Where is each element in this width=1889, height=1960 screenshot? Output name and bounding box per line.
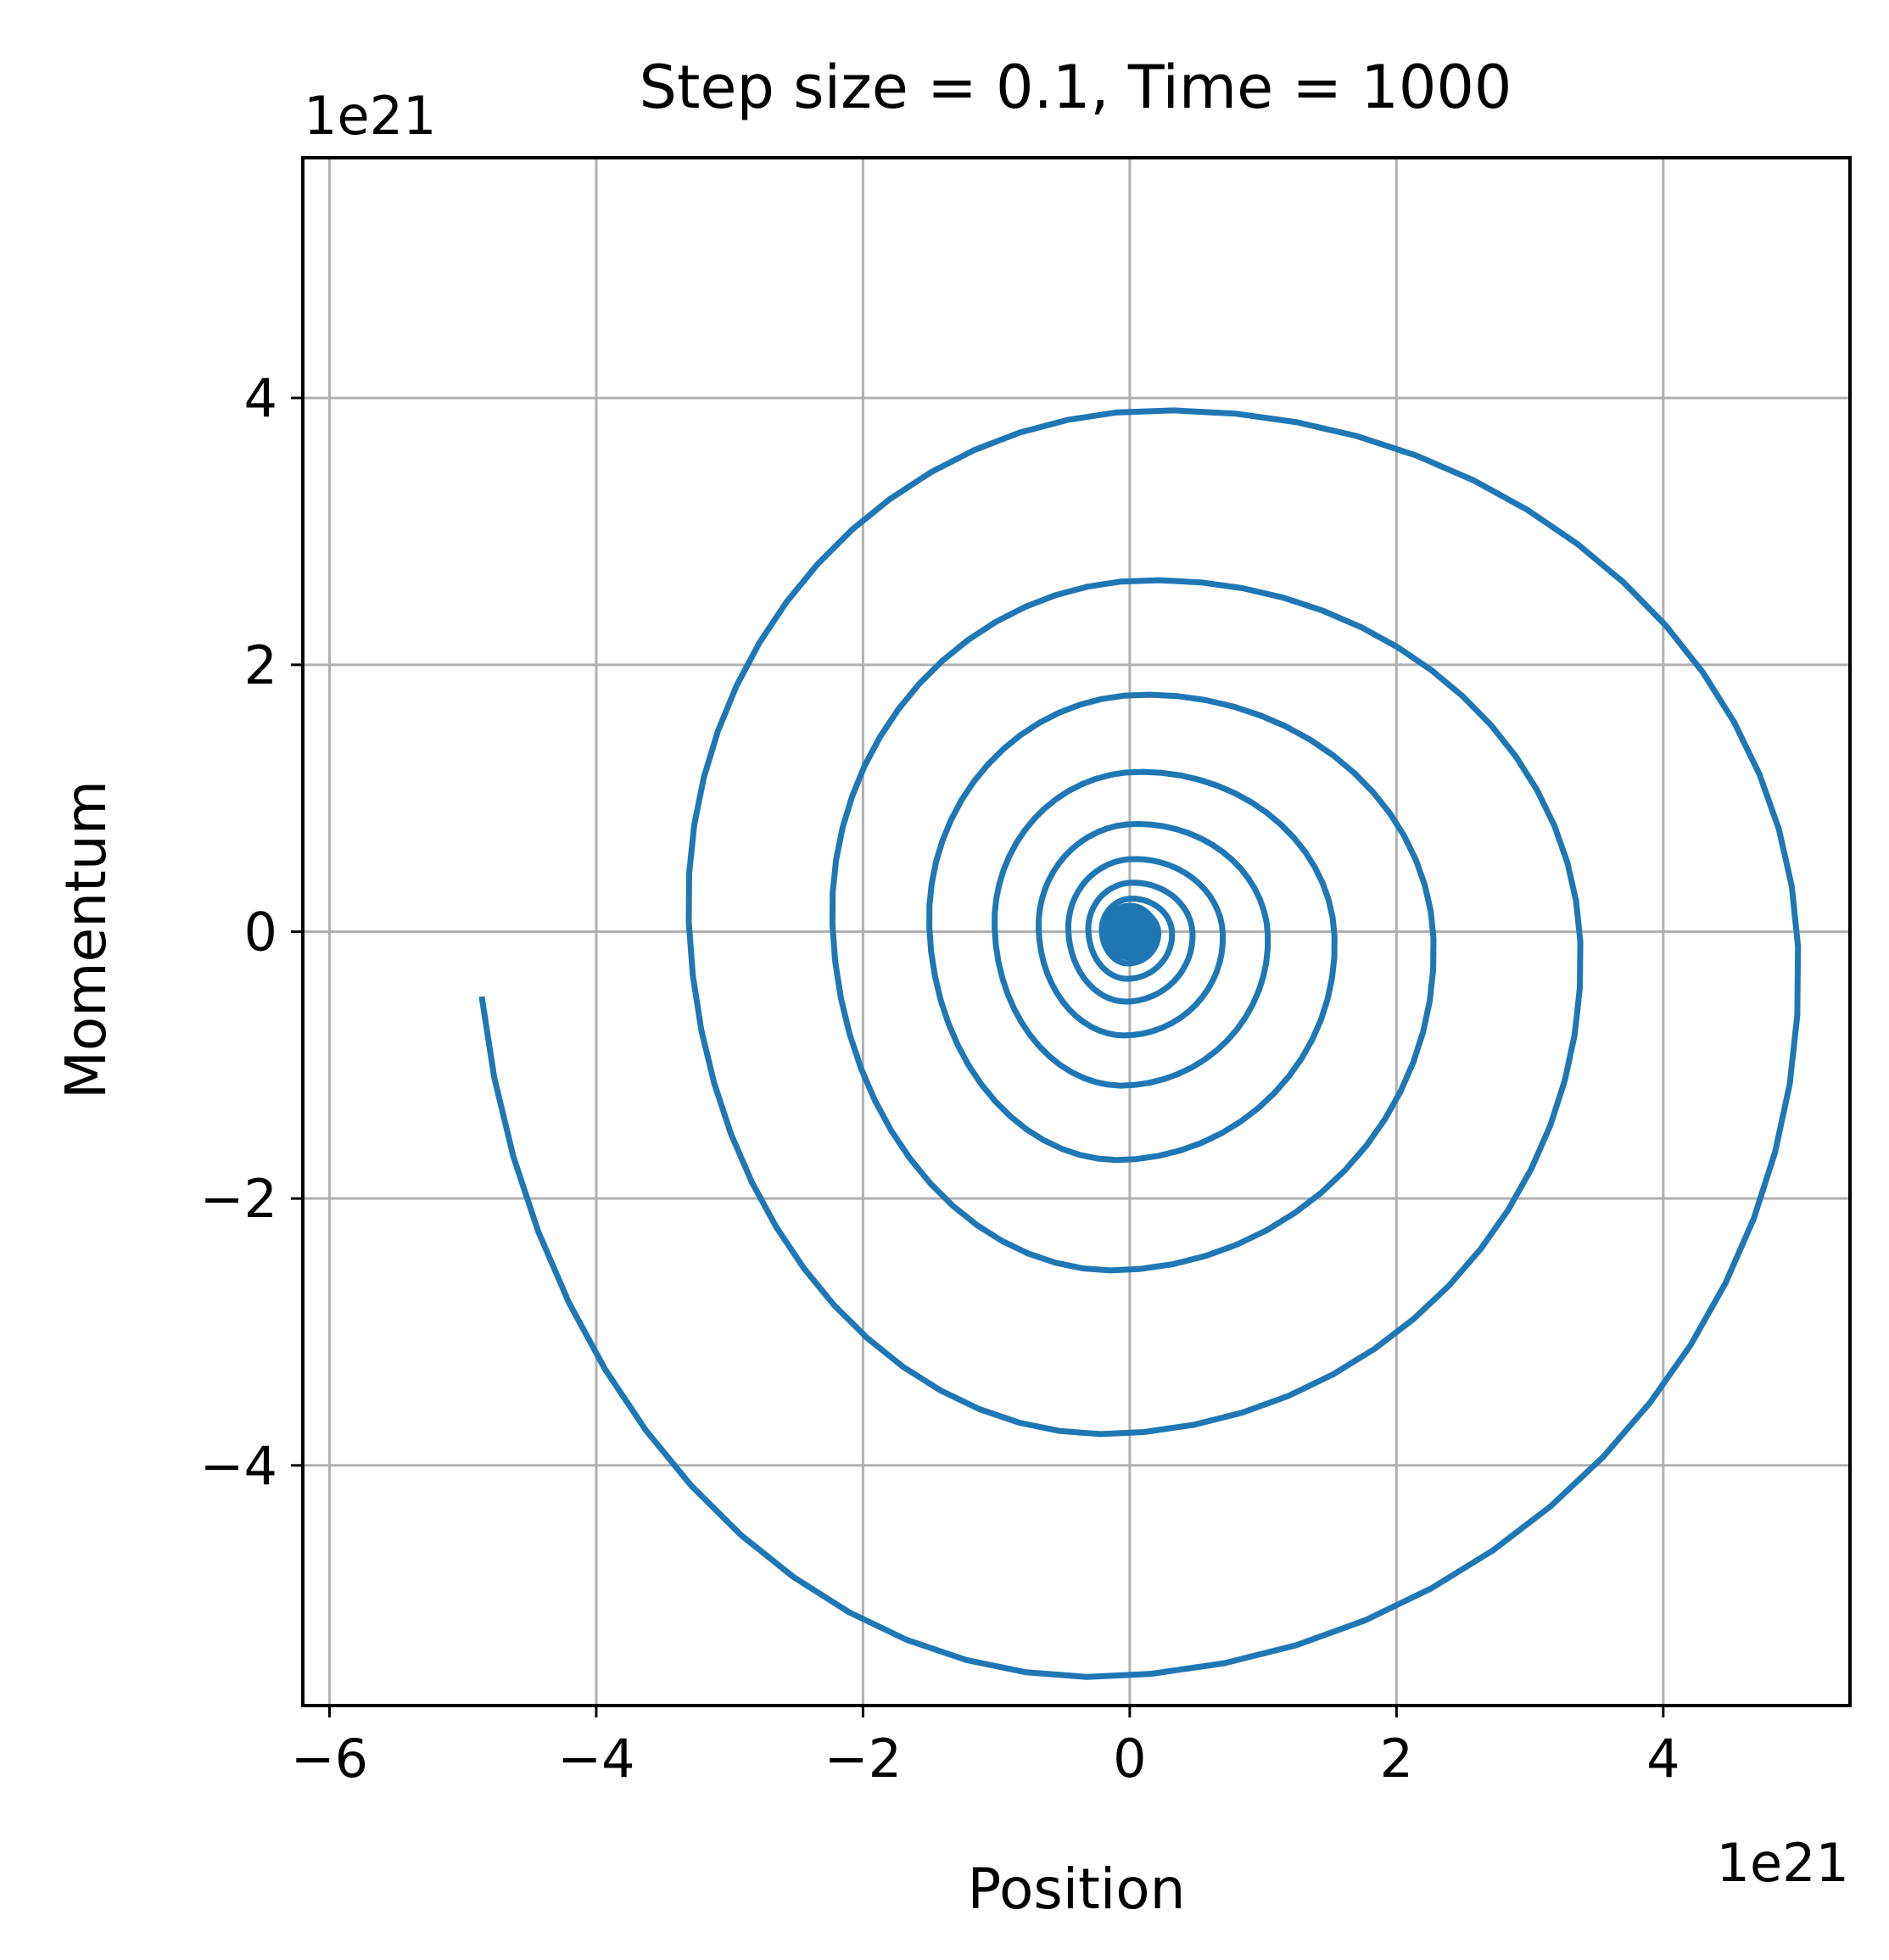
y-tick-label: 0 bbox=[244, 902, 277, 963]
series-line bbox=[478, 407, 1802, 1680]
y-tick-label: −4 bbox=[200, 1435, 277, 1497]
spiral-center-mark bbox=[1100, 902, 1159, 961]
x-tick-label: 0 bbox=[1113, 1728, 1146, 1790]
x-tick-label: −4 bbox=[557, 1728, 634, 1790]
grid-lines bbox=[303, 158, 1850, 1706]
y-tick-label: −2 bbox=[200, 1168, 277, 1230]
x-offset-label: 1e21 bbox=[1717, 1832, 1849, 1894]
x-tick-label: 2 bbox=[1380, 1728, 1413, 1790]
data-layer bbox=[478, 407, 1802, 1680]
axis-ticks: −6 −4 −2 0 2 4 −4 −2 0 2 4 bbox=[200, 367, 1680, 1790]
x-axis-label: Position bbox=[968, 1857, 1186, 1922]
y-axis-label: Momentum bbox=[53, 780, 119, 1099]
y-tick-label: 2 bbox=[244, 634, 277, 696]
y-offset-label: 1e21 bbox=[304, 85, 436, 147]
y-tick-label: 4 bbox=[244, 367, 277, 429]
chart-title: Step size = 0.1, Time = 1000 bbox=[640, 53, 1512, 122]
x-tick-label: −2 bbox=[824, 1728, 902, 1790]
x-tick-label: 4 bbox=[1646, 1728, 1679, 1790]
x-tick-label: −6 bbox=[291, 1728, 368, 1790]
